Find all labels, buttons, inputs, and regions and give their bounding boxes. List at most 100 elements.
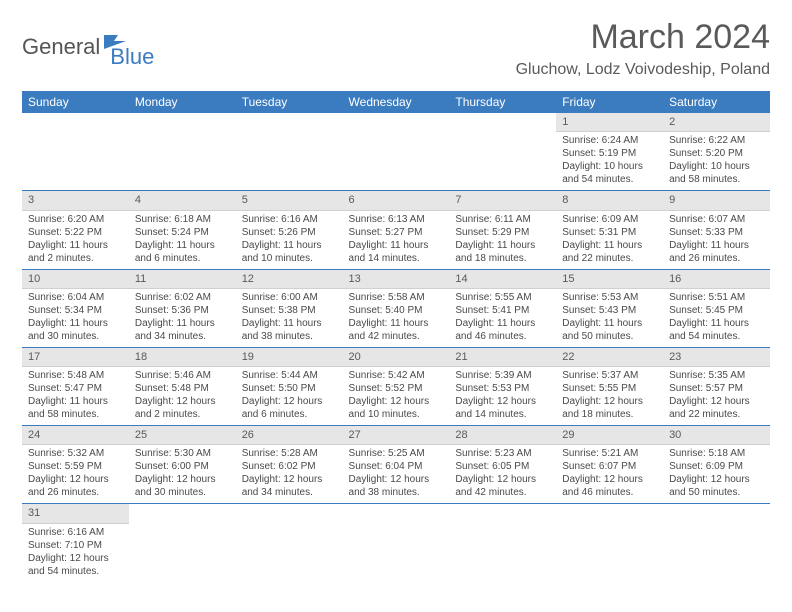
- sunset-text: Sunset: 5:27 PM: [349, 226, 444, 239]
- day-body: Sunrise: 6:20 AMSunset: 5:22 PMDaylight:…: [22, 211, 129, 269]
- calendar-cell: 27Sunrise: 5:25 AMSunset: 6:04 PMDayligh…: [343, 426, 450, 504]
- sunrise-text: Sunrise: 5:30 AM: [135, 447, 230, 460]
- daylight-text: Daylight: 11 hours and 54 minutes.: [669, 317, 764, 343]
- sunrise-text: Sunrise: 5:44 AM: [242, 369, 337, 382]
- day-body: Sunrise: 5:18 AMSunset: 6:09 PMDaylight:…: [663, 445, 770, 503]
- sunrise-text: Sunrise: 6:16 AM: [28, 526, 123, 539]
- sunrise-text: Sunrise: 6:09 AM: [562, 213, 657, 226]
- calendar-cell: 16Sunrise: 5:51 AMSunset: 5:45 PMDayligh…: [663, 269, 770, 347]
- sunset-text: Sunset: 5:43 PM: [562, 304, 657, 317]
- day-body: Sunrise: 6:18 AMSunset: 5:24 PMDaylight:…: [129, 211, 236, 269]
- daylight-text: Daylight: 11 hours and 26 minutes.: [669, 239, 764, 265]
- calendar-body: 1Sunrise: 6:24 AMSunset: 5:19 PMDaylight…: [22, 113, 770, 582]
- daylight-text: Daylight: 10 hours and 58 minutes.: [669, 160, 764, 186]
- day-number: 16: [663, 270, 770, 289]
- daylight-text: Daylight: 11 hours and 22 minutes.: [562, 239, 657, 265]
- day-body: Sunrise: 5:35 AMSunset: 5:57 PMDaylight:…: [663, 367, 770, 425]
- calendar-cell: 3Sunrise: 6:20 AMSunset: 5:22 PMDaylight…: [22, 191, 129, 269]
- day-number: 10: [22, 270, 129, 289]
- sunrise-text: Sunrise: 6:22 AM: [669, 134, 764, 147]
- calendar-cell: 25Sunrise: 5:30 AMSunset: 6:00 PMDayligh…: [129, 426, 236, 504]
- calendar-cell: 9Sunrise: 6:07 AMSunset: 5:33 PMDaylight…: [663, 191, 770, 269]
- day-number: 7: [449, 191, 556, 210]
- daylight-text: Daylight: 11 hours and 58 minutes.: [28, 395, 123, 421]
- day-number: 9: [663, 191, 770, 210]
- day-body: Sunrise: 5:39 AMSunset: 5:53 PMDaylight:…: [449, 367, 556, 425]
- calendar-row: 31Sunrise: 6:16 AMSunset: 7:10 PMDayligh…: [22, 504, 770, 582]
- day-number: 28: [449, 426, 556, 445]
- sunset-text: Sunset: 7:10 PM: [28, 539, 123, 552]
- calendar-cell: [343, 113, 450, 191]
- calendar-row: 17Sunrise: 5:48 AMSunset: 5:47 PMDayligh…: [22, 347, 770, 425]
- day-number: 19: [236, 348, 343, 367]
- daylight-text: Daylight: 12 hours and 30 minutes.: [135, 473, 230, 499]
- calendar-cell: 21Sunrise: 5:39 AMSunset: 5:53 PMDayligh…: [449, 347, 556, 425]
- day-body: Sunrise: 5:25 AMSunset: 6:04 PMDaylight:…: [343, 445, 450, 503]
- calendar-cell: 29Sunrise: 5:21 AMSunset: 6:07 PMDayligh…: [556, 426, 663, 504]
- day-number: 25: [129, 426, 236, 445]
- calendar-cell: 18Sunrise: 5:46 AMSunset: 5:48 PMDayligh…: [129, 347, 236, 425]
- daylight-text: Daylight: 11 hours and 50 minutes.: [562, 317, 657, 343]
- calendar-cell: 11Sunrise: 6:02 AMSunset: 5:36 PMDayligh…: [129, 269, 236, 347]
- day-body: Sunrise: 5:37 AMSunset: 5:55 PMDaylight:…: [556, 367, 663, 425]
- day-number: 11: [129, 270, 236, 289]
- sunset-text: Sunset: 5:29 PM: [455, 226, 550, 239]
- day-body: Sunrise: 6:11 AMSunset: 5:29 PMDaylight:…: [449, 211, 556, 269]
- calendar-cell: 4Sunrise: 6:18 AMSunset: 5:24 PMDaylight…: [129, 191, 236, 269]
- calendar-cell: [343, 504, 450, 582]
- calendar-cell: 19Sunrise: 5:44 AMSunset: 5:50 PMDayligh…: [236, 347, 343, 425]
- daylight-text: Daylight: 11 hours and 14 minutes.: [349, 239, 444, 265]
- day-number: 20: [343, 348, 450, 367]
- day-number: 31: [22, 504, 129, 523]
- day-number: 23: [663, 348, 770, 367]
- day-number: 8: [556, 191, 663, 210]
- sunrise-text: Sunrise: 6:04 AM: [28, 291, 123, 304]
- day-number: 18: [129, 348, 236, 367]
- page-title: March 2024: [516, 18, 770, 57]
- calendar-cell: 5Sunrise: 6:16 AMSunset: 5:26 PMDaylight…: [236, 191, 343, 269]
- daylight-text: Daylight: 12 hours and 26 minutes.: [28, 473, 123, 499]
- sunset-text: Sunset: 5:40 PM: [349, 304, 444, 317]
- day-number: 6: [343, 191, 450, 210]
- day-body: Sunrise: 5:28 AMSunset: 6:02 PMDaylight:…: [236, 445, 343, 503]
- day-body: Sunrise: 6:04 AMSunset: 5:34 PMDaylight:…: [22, 289, 129, 347]
- sunrise-text: Sunrise: 6:13 AM: [349, 213, 444, 226]
- calendar-cell: 15Sunrise: 5:53 AMSunset: 5:43 PMDayligh…: [556, 269, 663, 347]
- calendar-cell: [449, 113, 556, 191]
- sunrise-text: Sunrise: 6:18 AM: [135, 213, 230, 226]
- day-body: Sunrise: 5:55 AMSunset: 5:41 PMDaylight:…: [449, 289, 556, 347]
- weekday-header: Thursday: [449, 91, 556, 113]
- calendar-cell: [236, 504, 343, 582]
- daylight-text: Daylight: 10 hours and 54 minutes.: [562, 160, 657, 186]
- calendar-cell: 6 Sunrise: 6:13 AMSunset: 5:27 PMDaylight…: [343, 191, 450, 269]
- sunrise-text: Sunrise: 5:51 AM: [669, 291, 764, 304]
- calendar-cell: 7Sunrise: 6:11 AMSunset: 5:29 PMDaylight…: [449, 191, 556, 269]
- day-number: 21: [449, 348, 556, 367]
- sunrise-text: Sunrise: 5:37 AM: [562, 369, 657, 382]
- day-body: Sunrise: 5:58 AMSunset: 5:40 PMDaylight:…: [343, 289, 450, 347]
- calendar-cell: [22, 113, 129, 191]
- calendar-cell: 1Sunrise: 6:24 AMSunset: 5:19 PMDaylight…: [556, 113, 663, 191]
- day-number: 14: [449, 270, 556, 289]
- calendar-cell: 12Sunrise: 6:00 AMSunset: 5:38 PMDayligh…: [236, 269, 343, 347]
- day-body: Sunrise: 5:42 AMSunset: 5:52 PMDaylight:…: [343, 367, 450, 425]
- weekday-header: Friday: [556, 91, 663, 113]
- calendar-row: 10Sunrise: 6:04 AMSunset: 5:34 PMDayligh…: [22, 269, 770, 347]
- calendar-cell: 23Sunrise: 5:35 AMSunset: 5:57 PMDayligh…: [663, 347, 770, 425]
- day-body: Sunrise: 5:51 AMSunset: 5:45 PMDaylight:…: [663, 289, 770, 347]
- sunset-text: Sunset: 5:22 PM: [28, 226, 123, 239]
- day-body: Sunrise: 6:02 AMSunset: 5:36 PMDaylight:…: [129, 289, 236, 347]
- logo-text-blue: Blue: [110, 44, 154, 70]
- calendar-cell: 2Sunrise: 6:22 AMSunset: 5:20 PMDaylight…: [663, 113, 770, 191]
- sunset-text: Sunset: 5:41 PM: [455, 304, 550, 317]
- day-body: Sunrise: 5:53 AMSunset: 5:43 PMDaylight:…: [556, 289, 663, 347]
- weekday-header: Sunday: [22, 91, 129, 113]
- weekday-header-row: SundayMondayTuesdayWednesdayThursdayFrid…: [22, 91, 770, 113]
- sunset-text: Sunset: 5:45 PM: [669, 304, 764, 317]
- daylight-text: Daylight: 12 hours and 10 minutes.: [349, 395, 444, 421]
- sunset-text: Sunset: 5:52 PM: [349, 382, 444, 395]
- day-number: 12: [236, 270, 343, 289]
- sunrise-text: Sunrise: 5:39 AM: [455, 369, 550, 382]
- sunset-text: Sunset: 5:34 PM: [28, 304, 123, 317]
- sunrise-text: Sunrise: 5:25 AM: [349, 447, 444, 460]
